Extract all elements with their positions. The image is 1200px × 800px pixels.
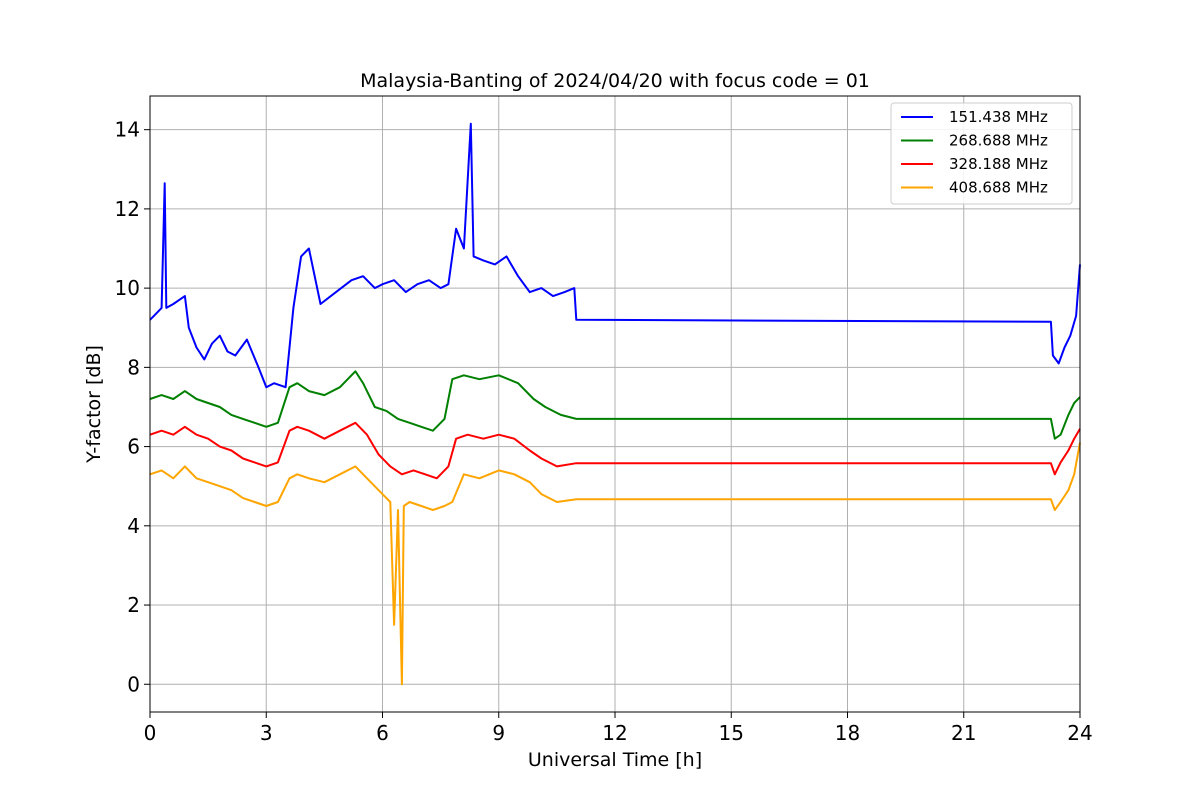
legend-label-3: 408.688 MHz bbox=[949, 179, 1048, 197]
legend-box bbox=[890, 102, 1073, 205]
x-tick-label-3: 9 bbox=[492, 721, 505, 745]
y-tick-label-7: 14 bbox=[115, 118, 140, 142]
legend-label-1: 268.688 MHz bbox=[949, 132, 1048, 150]
x-tick-label-8: 24 bbox=[1067, 721, 1092, 745]
y-tick-label-3: 6 bbox=[127, 435, 140, 459]
legend: 151.438 MHz 268.688 MHz 328.188 MHz 408.688… bbox=[890, 102, 1073, 205]
y-tick-label-6: 12 bbox=[115, 197, 140, 221]
series-lines bbox=[149, 122, 1081, 686]
x-tick-label-5: 15 bbox=[719, 721, 744, 745]
y-axis-label: Y-factor [dB] bbox=[83, 345, 105, 464]
y-tick-label-4: 8 bbox=[127, 355, 140, 379]
x-tick-label-7: 21 bbox=[951, 721, 976, 745]
series-line-3 bbox=[149, 442, 1081, 686]
series-line-0 bbox=[149, 122, 1081, 389]
legend-label-2: 328.188 MHz bbox=[949, 155, 1048, 173]
y-tick-label-2: 4 bbox=[127, 514, 140, 538]
x-axis-label: Universal Time [h] bbox=[528, 749, 702, 771]
series-line-1 bbox=[149, 370, 1081, 440]
chart-title: Malaysia-Banting of 2024/04/20 with focu… bbox=[360, 70, 870, 92]
legend-label-0: 151.438 MHz bbox=[949, 108, 1048, 126]
x-tick-label-0: 0 bbox=[144, 721, 157, 745]
y-tick-label-1: 2 bbox=[127, 593, 140, 617]
x-tick-label-6: 18 bbox=[835, 721, 860, 745]
series-line-2 bbox=[149, 421, 1081, 480]
x-tick-label-1: 3 bbox=[260, 721, 273, 745]
y-tick-label-0: 0 bbox=[127, 672, 140, 696]
y-tick-label-5: 10 bbox=[115, 276, 140, 300]
x-tick-label-4: 12 bbox=[602, 721, 627, 745]
grid bbox=[149, 96, 1081, 712]
x-tick-label-2: 6 bbox=[376, 721, 389, 745]
